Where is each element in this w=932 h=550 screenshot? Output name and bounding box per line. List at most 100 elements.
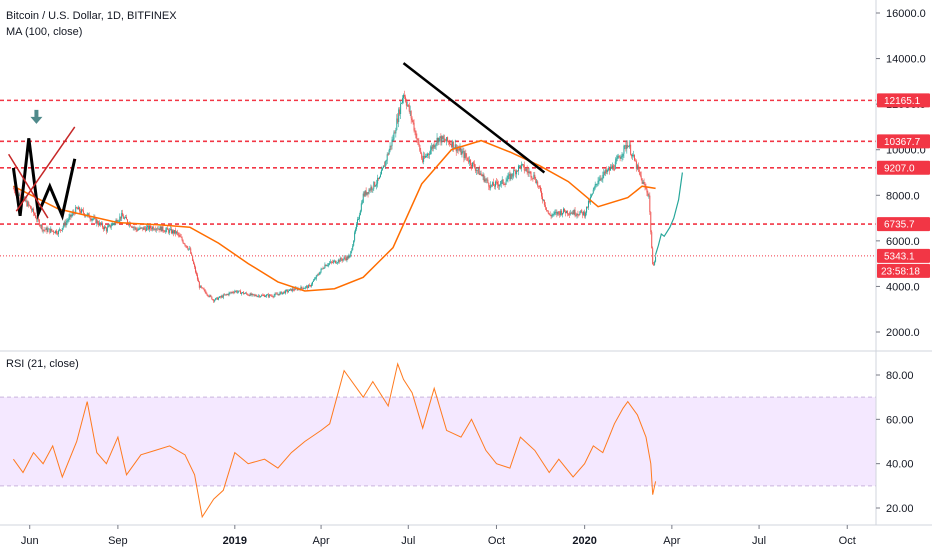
candle-body xyxy=(228,292,230,295)
candle-body xyxy=(321,268,323,270)
candle-body xyxy=(593,187,595,190)
candle-body xyxy=(541,191,543,197)
candle-body xyxy=(61,227,63,231)
candle-body xyxy=(67,220,69,222)
candle-body xyxy=(148,225,150,230)
candle-body xyxy=(654,261,656,265)
candle-body xyxy=(518,165,520,167)
candle-body xyxy=(282,292,284,295)
candle-body xyxy=(359,210,361,216)
main-legend[interactable]: Bitcoin / U.S. Dollar, 1D, BITFINEX MA (… xyxy=(6,8,177,40)
candle-body xyxy=(472,162,474,167)
candle-body xyxy=(522,164,524,166)
candle-body xyxy=(557,211,559,215)
candle-body xyxy=(416,138,418,140)
candle-body xyxy=(126,216,128,220)
candle-body xyxy=(90,219,92,221)
candle-body xyxy=(39,225,41,227)
candle-body xyxy=(587,206,589,208)
candle-body xyxy=(302,287,304,289)
ma-legend[interactable]: MA (100, close) xyxy=(6,26,83,38)
candle-body xyxy=(540,186,542,192)
candle-body xyxy=(121,212,123,219)
candle-body xyxy=(599,178,601,181)
candle-body xyxy=(402,95,404,99)
candle-body xyxy=(334,260,336,264)
candle-body xyxy=(347,256,349,259)
candle-body xyxy=(303,288,305,290)
candle-body xyxy=(645,187,647,189)
candle-body xyxy=(603,171,605,175)
candle-body xyxy=(34,215,36,218)
candle-body xyxy=(288,289,290,291)
candle-body xyxy=(217,297,219,300)
candle-body xyxy=(160,226,162,232)
candle-body xyxy=(145,228,147,231)
candle-body xyxy=(541,196,543,201)
candle-body xyxy=(389,145,391,151)
candle-body xyxy=(340,258,342,260)
candle-body xyxy=(585,212,587,217)
candle-body xyxy=(392,139,394,141)
candle-body xyxy=(187,247,189,250)
candle-body xyxy=(508,174,510,176)
candle-body xyxy=(499,184,501,185)
candle-body xyxy=(434,145,436,148)
candle-body xyxy=(580,210,582,213)
candle-body xyxy=(111,223,113,227)
candle-body xyxy=(163,230,165,232)
candle-body xyxy=(427,153,429,155)
candle-body xyxy=(339,258,341,262)
rsi-tick-label: 80.00 xyxy=(886,370,914,382)
candle-body xyxy=(310,284,312,287)
candle-body xyxy=(308,285,310,289)
rsi-tick-label: 20.00 xyxy=(886,503,914,515)
candle-body xyxy=(563,208,565,213)
candle-body xyxy=(68,216,70,221)
x-tick-label: 2020 xyxy=(572,535,596,547)
candle-body xyxy=(277,294,279,295)
rsi-legend-container[interactable]: RSI (21, close) xyxy=(6,358,79,370)
candle-body xyxy=(151,227,153,230)
candle-body xyxy=(542,199,544,201)
candle-body xyxy=(57,230,59,235)
candle-body xyxy=(423,155,425,162)
candle-body xyxy=(225,294,227,296)
candle-body xyxy=(313,278,315,281)
candle-body xyxy=(182,240,184,244)
time-axis[interactable]: Jun Sep 2019 Apr Jul Oct 2020 Apr Jul Oct xyxy=(21,525,856,547)
candle-body xyxy=(219,296,221,298)
candle-body xyxy=(445,140,447,142)
symbol-legend[interactable]: Bitcoin / U.S. Dollar, 1D, BITFINEX xyxy=(6,10,177,22)
candle-body xyxy=(544,205,546,208)
candle-body xyxy=(638,169,640,172)
candle-body xyxy=(218,296,220,298)
candle-body xyxy=(337,259,339,263)
candle-body xyxy=(623,145,625,154)
candle-body xyxy=(639,171,641,176)
candle-body xyxy=(47,229,49,232)
rsi-axis[interactable]: 80.00 60.00 40.00 20.00 xyxy=(876,370,914,515)
candle-body xyxy=(421,153,423,159)
candle-body xyxy=(250,293,252,296)
rsi-legend[interactable]: RSI (21, close) xyxy=(6,358,79,370)
candle-body xyxy=(634,160,636,162)
candle-body xyxy=(249,293,251,296)
candle-body xyxy=(538,185,540,187)
candle-body xyxy=(253,294,255,296)
candle-body xyxy=(460,147,462,155)
candle-body xyxy=(271,295,273,297)
candles xyxy=(12,90,657,303)
candle-body xyxy=(240,290,242,294)
candle-body xyxy=(59,229,61,231)
candle-body xyxy=(53,230,55,233)
candle-body xyxy=(650,212,652,233)
candle-body xyxy=(655,256,657,262)
candle-body xyxy=(426,153,428,156)
y-tick-label: 8000.0 xyxy=(886,190,920,202)
candle-body xyxy=(101,223,103,225)
candle-body xyxy=(201,287,203,289)
candle-body xyxy=(172,230,174,234)
candle-body xyxy=(608,168,610,171)
